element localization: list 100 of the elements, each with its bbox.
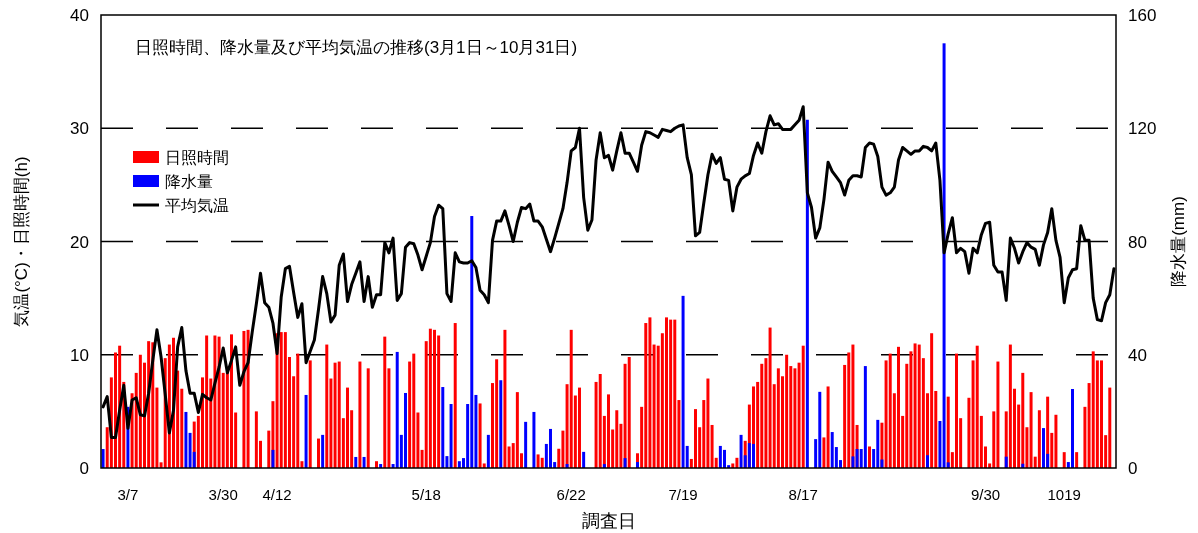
bar: [826, 386, 830, 468]
bar: [863, 366, 867, 468]
y2-tick-label: 160: [1128, 6, 1157, 25]
bar: [818, 391, 822, 468]
bar: [681, 295, 685, 468]
bar: [942, 43, 946, 468]
bar: [917, 344, 921, 468]
x-tick-label: 7/19: [668, 486, 698, 503]
bar: [507, 446, 511, 468]
bar: [1100, 360, 1103, 468]
bar: [205, 335, 209, 468]
bar: [913, 343, 917, 468]
bar: [627, 357, 631, 468]
bar: [1091, 351, 1095, 468]
bar: [457, 461, 461, 468]
bar: [897, 346, 900, 468]
x-tick-label: 3/7: [117, 486, 139, 503]
bar: [776, 368, 780, 468]
bar: [333, 362, 337, 468]
bar: [383, 336, 387, 468]
bar: [346, 387, 349, 468]
bar: [561, 430, 565, 468]
bar: [569, 329, 573, 468]
bar: [1071, 389, 1074, 468]
bar: [1008, 344, 1012, 468]
y2-tick-label: 80: [1128, 232, 1147, 252]
y-tick-label: 10: [70, 345, 89, 365]
bar: [1108, 387, 1112, 468]
bar: [652, 344, 656, 468]
bar: [337, 361, 341, 468]
bar: [955, 353, 958, 468]
bar: [283, 332, 287, 468]
x-tick-label: 1019: [1047, 486, 1081, 503]
bar: [996, 361, 1000, 468]
bar: [470, 216, 474, 468]
bar: [296, 353, 300, 468]
bar: [354, 456, 358, 468]
bar: [254, 411, 258, 468]
bar: [888, 353, 892, 468]
bar: [433, 329, 436, 468]
bar: [669, 319, 673, 468]
y2-tick-label: 120: [1128, 119, 1157, 139]
x-tick-label: 9/30: [970, 486, 1001, 503]
bar: [1083, 406, 1087, 468]
bar: [1075, 452, 1079, 468]
bar: [582, 451, 586, 468]
x-tick-label: 8/17: [788, 486, 818, 503]
legend-label: 日照時間: [165, 149, 229, 166]
bar: [362, 456, 366, 468]
x-tick-label: 6/22: [556, 486, 586, 503]
bar: [694, 409, 697, 468]
bar: [967, 397, 971, 468]
bar: [325, 344, 329, 468]
bar: [793, 368, 797, 468]
bar: [710, 424, 714, 468]
y-tick-label: 40: [70, 6, 89, 25]
bar: [213, 335, 217, 468]
bar: [230, 334, 233, 468]
x-tick-label: 4/12: [262, 486, 292, 503]
bar: [607, 394, 610, 468]
legend-label: 平均気温: [165, 197, 229, 214]
bar: [515, 392, 519, 468]
bar: [358, 361, 362, 468]
x-tick-label: 5/18: [411, 486, 441, 503]
bar: [706, 378, 710, 468]
bar: [805, 119, 809, 468]
y-tick-label: 20: [70, 232, 89, 252]
bar: [785, 354, 789, 468]
legend-label: 降水量: [165, 173, 213, 190]
bar: [723, 449, 726, 468]
bar: [412, 353, 416, 468]
bar: [1062, 452, 1066, 468]
bar: [549, 428, 552, 468]
y-tick-label: 0: [79, 459, 89, 478]
bar: [930, 333, 934, 468]
bar: [366, 368, 370, 468]
bar: [665, 317, 668, 468]
bar: [138, 354, 142, 468]
bar: [578, 387, 581, 468]
y2-tick-label: 40: [1128, 345, 1147, 365]
bar: [453, 323, 457, 468]
y2-tick-label: 0: [1128, 459, 1138, 478]
bar: [279, 332, 283, 468]
bar: [428, 328, 432, 468]
bar: [909, 351, 913, 468]
bar: [532, 411, 536, 468]
bar: [1029, 392, 1033, 468]
x-tick-label: 3/30: [208, 486, 238, 503]
y-axis-title: 気温(°C)・日照時間(h): [12, 156, 31, 327]
bar: [598, 374, 602, 468]
bar: [718, 445, 722, 468]
bar: [764, 358, 768, 468]
text: 日照時間、降水量及び平均気温の推移(3月1日～10月31日): [135, 38, 578, 57]
x-axis-title: 調査日: [581, 511, 636, 531]
y2-axis-title: 降水量(mm): [1169, 196, 1188, 287]
bar: [926, 455, 929, 468]
y-tick-label: 30: [70, 119, 89, 139]
bar: [673, 319, 677, 468]
bar: [648, 317, 652, 468]
bar: [536, 454, 540, 468]
